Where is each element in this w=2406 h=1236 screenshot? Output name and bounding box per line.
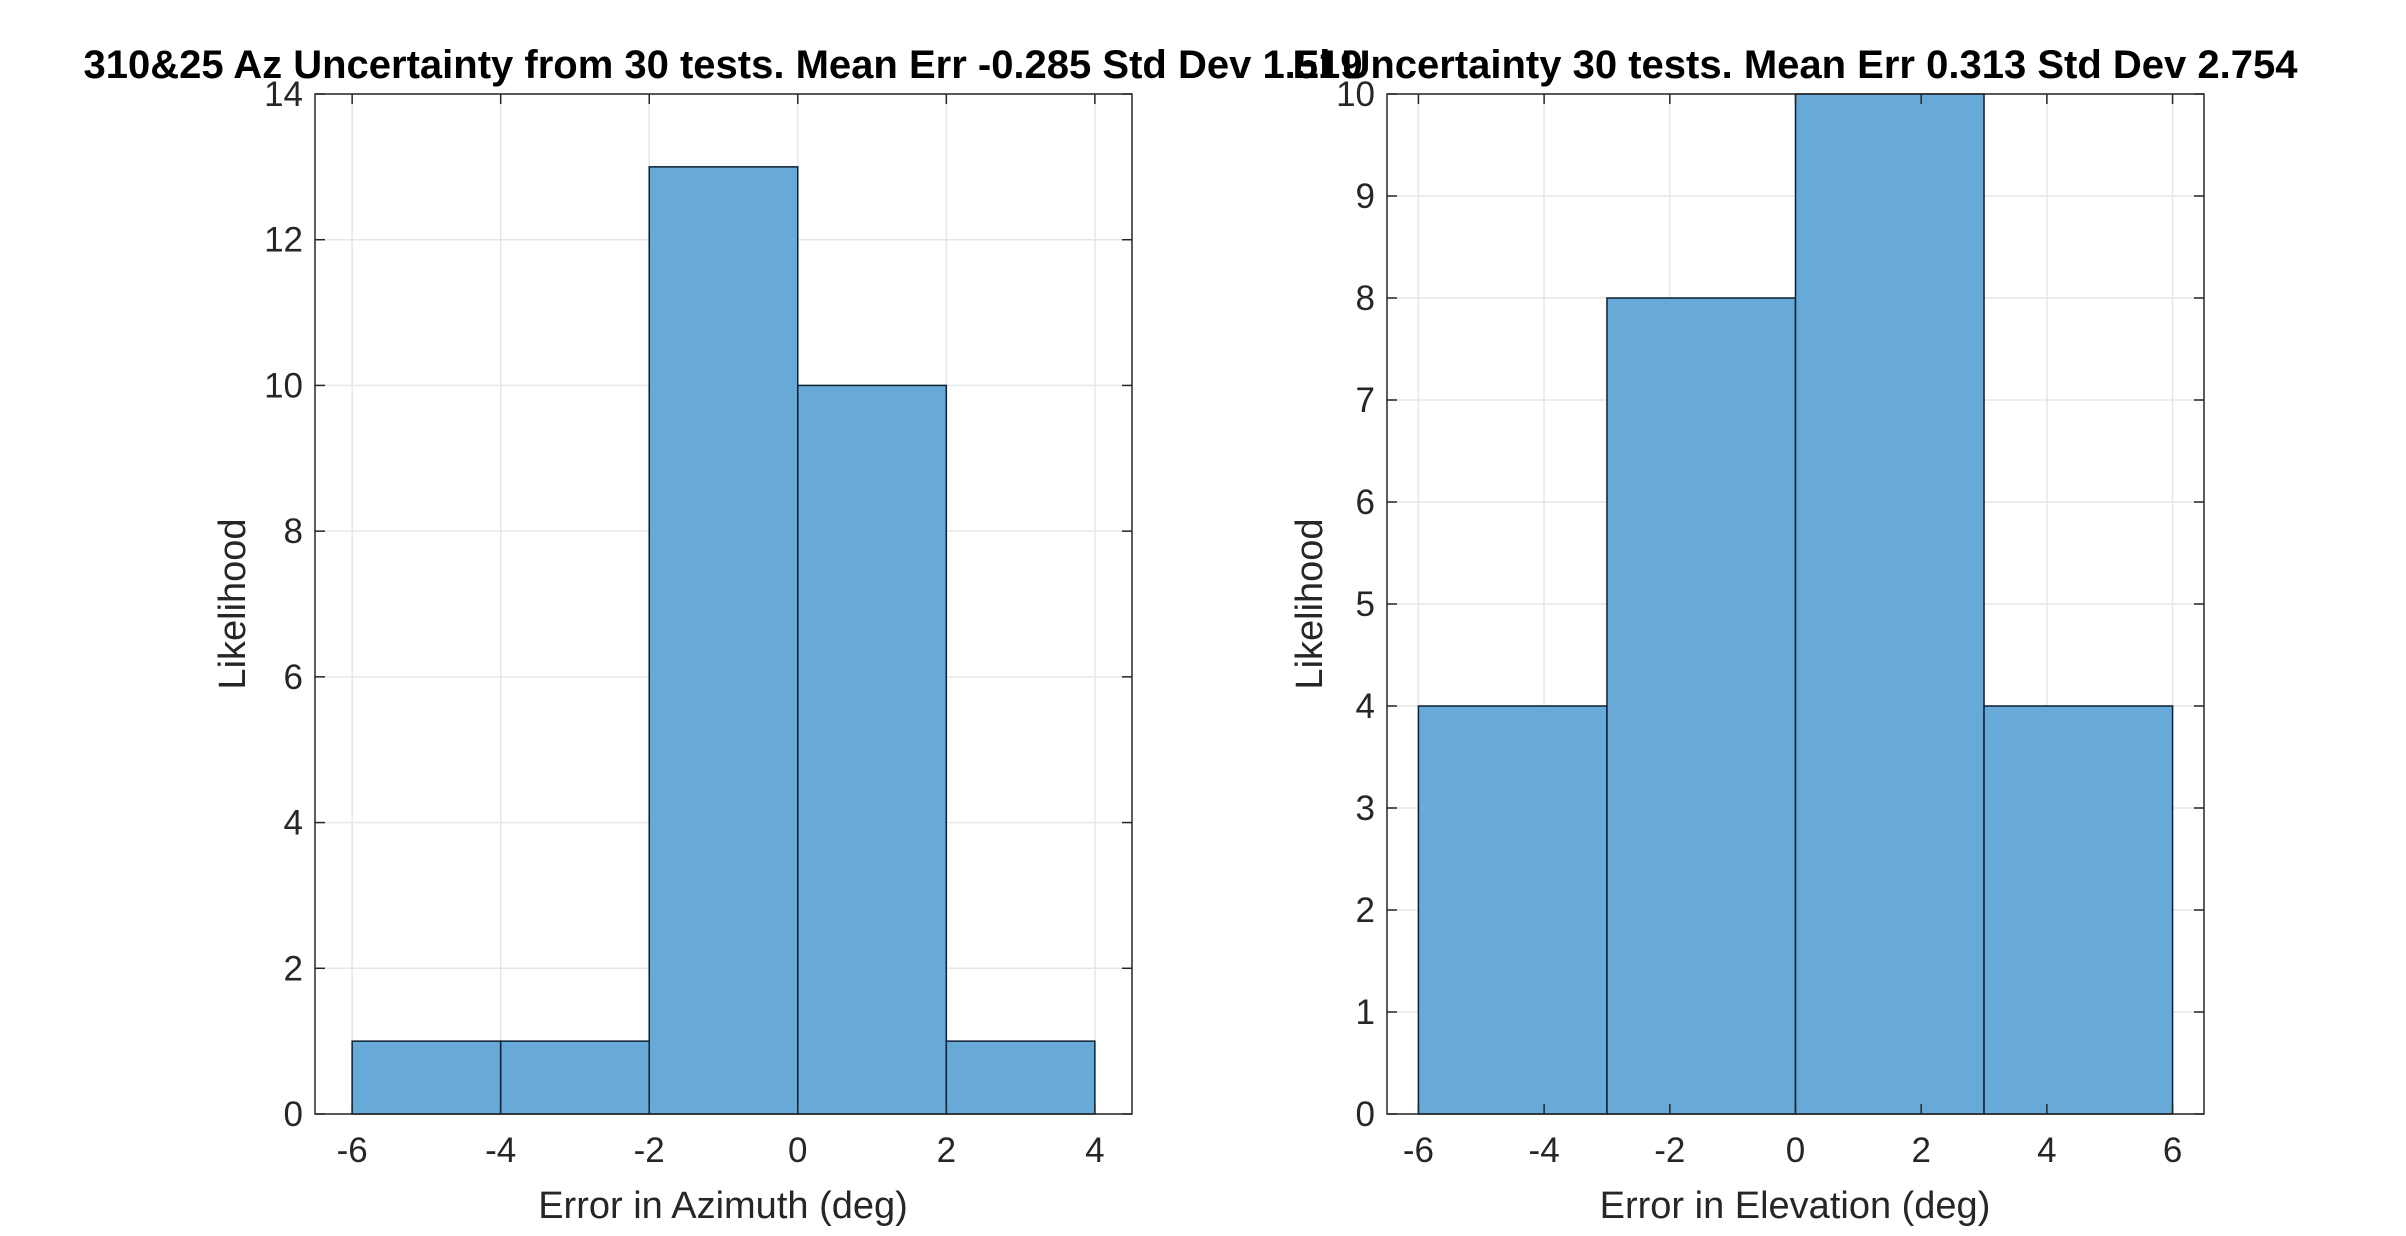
elevation-y-tick-label: 0 xyxy=(1356,1095,1375,1134)
azimuth-histogram-bar xyxy=(499,1040,650,1115)
azimuth-axes-box xyxy=(314,93,1133,1115)
elevation-y-ticks: 0 1 2 3 4 5 6 7 8 9 10 xyxy=(1336,75,2204,1134)
azimuth-x-tick-label: 2 xyxy=(937,1131,956,1170)
elevation-x-tick-label: 2 xyxy=(1911,1131,1930,1170)
azimuth-y-tick-label: 12 xyxy=(264,221,303,260)
elevation-bars xyxy=(1417,93,2174,1115)
elevation-y-axis-label: Likelihood xyxy=(1289,518,1331,689)
elevation-x-tick-label: -6 xyxy=(1403,1131,1434,1170)
elevation-x-tick-label: -2 xyxy=(1654,1131,1685,1170)
elevation-histogram-bar xyxy=(1794,93,1985,1115)
azimuth-x-tick-label: -2 xyxy=(634,1131,665,1170)
azimuth-histogram: -6 -4 -2 0 2 4 0 2 4 6 8 10 12 14 310&25 Az Uncertai… xyxy=(83,43,1362,1227)
elevation-y-tick-label: 2 xyxy=(1356,891,1375,930)
azimuth-x-tick-label: -4 xyxy=(485,1131,516,1170)
elevation-x-tick-label: 4 xyxy=(2037,1131,2056,1170)
azimuth-y-tick-label: 8 xyxy=(284,512,303,551)
elevation-x-ticks: -6 -4 -2 0 2 4 6 xyxy=(1403,94,2182,1170)
azimuth-histogram-bar xyxy=(797,384,948,1115)
azimuth-y-tick-label: 14 xyxy=(264,75,303,114)
azimuth-y-tick-label: 6 xyxy=(284,658,303,697)
elevation-histogram-bar xyxy=(1983,705,2174,1115)
azimuth-chart-title: 310&25 Az Uncertainty from 30 tests. Mea… xyxy=(83,43,1362,87)
azimuth-y-axis-label: Likelihood xyxy=(212,518,254,689)
azimuth-y-tick-label: 4 xyxy=(284,804,303,843)
elevation-histogram-bar xyxy=(1606,297,1797,1115)
azimuth-y-ticks: 0 2 4 6 8 10 12 14 xyxy=(264,75,1132,1134)
elevation-y-tick-label: 8 xyxy=(1356,279,1375,318)
elevation-chart-title: El Uncertainty 30 tests. Mean Err 0.313 … xyxy=(1293,43,2299,87)
elevation-y-tick-label: 7 xyxy=(1356,381,1375,420)
azimuth-x-ticks: -6 -4 -2 0 2 4 xyxy=(337,94,1105,1170)
azimuth-x-tick-label: 0 xyxy=(788,1131,807,1170)
azimuth-bars xyxy=(351,166,1096,1115)
elevation-y-tick-label: 1 xyxy=(1356,993,1375,1032)
elevation-x-tick-label: 6 xyxy=(2163,1131,2182,1170)
azimuth-y-tick-label: 2 xyxy=(284,949,303,988)
elevation-y-tick-label: 4 xyxy=(1356,687,1375,726)
elevation-x-axis-label: Error in Elevation (deg) xyxy=(1600,1185,1991,1227)
elevation-y-tick-label: 9 xyxy=(1356,177,1375,216)
elevation-x-tick-label: -4 xyxy=(1529,1131,1560,1170)
azimuth-x-axis-label: Error in Azimuth (deg) xyxy=(538,1185,908,1227)
elevation-histogram: -6 -4 -2 0 2 4 6 0 1 2 3 4 5 6 7 8 9 10 El Uncertainty 3… xyxy=(1289,43,2298,1227)
azimuth-plot-frame xyxy=(314,93,1133,1115)
azimuth-y-tick-label: 10 xyxy=(264,366,303,405)
azimuth-histogram-bar xyxy=(351,1040,502,1115)
azimuth-histogram-bar xyxy=(945,1040,1096,1115)
elevation-histogram-bar xyxy=(1417,705,1608,1115)
azimuth-histogram-bar xyxy=(648,166,799,1115)
azimuth-y-tick-label: 0 xyxy=(284,1095,303,1134)
azimuth-x-tick-label: 4 xyxy=(1085,1131,1104,1170)
elevation-y-tick-label: 6 xyxy=(1356,483,1375,522)
elevation-y-tick-label: 5 xyxy=(1356,585,1375,624)
elevation-y-tick-label: 10 xyxy=(1336,75,1375,114)
elevation-x-tick-label: 0 xyxy=(1786,1131,1805,1170)
azimuth-x-tick-label: -6 xyxy=(337,1131,368,1170)
elevation-y-tick-label: 3 xyxy=(1356,789,1375,828)
